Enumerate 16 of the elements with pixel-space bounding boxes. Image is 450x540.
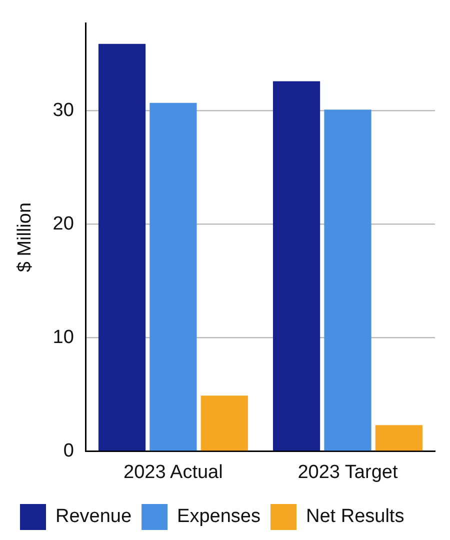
legend-label: Expenses: [177, 506, 261, 528]
y-axis-title: $ Million: [14, 202, 36, 272]
bar: [375, 425, 422, 451]
bar: [272, 81, 320, 451]
legend-label: Net Results: [306, 506, 404, 528]
bar: [200, 396, 248, 451]
y-tick-label: 10: [52, 326, 74, 348]
y-tick-label: 30: [52, 100, 74, 122]
legend-label: Revenue: [56, 506, 132, 528]
bar: [98, 44, 146, 451]
bar: [150, 102, 197, 451]
y-tick-label: 20: [52, 213, 74, 234]
y-tick-label: 0: [63, 440, 74, 462]
x-tick-label: 2023 Target: [298, 462, 398, 483]
x-tick-label: 2023 Actual: [124, 462, 223, 483]
bar: [324, 110, 372, 451]
